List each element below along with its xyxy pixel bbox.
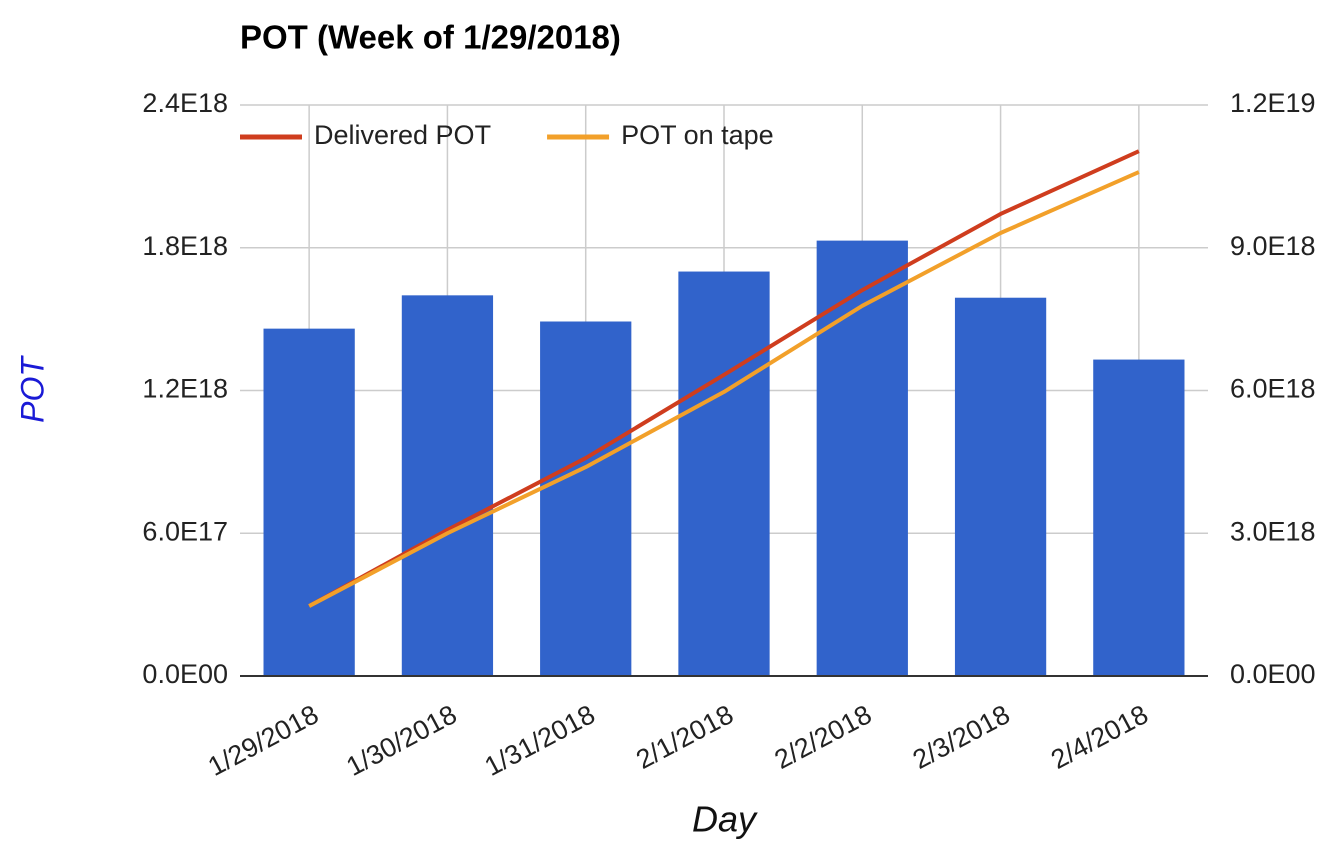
bar [954, 297, 1047, 676]
bar [401, 295, 494, 676]
x-axis-label: Day [692, 799, 758, 840]
y-tick-label: 0.0E00 [142, 659, 228, 689]
x-tick-label: 1/31/2018 [480, 699, 600, 782]
y-axis-label: POT [14, 355, 50, 423]
legend-label: POT on tape [621, 120, 774, 150]
y2-tick-label: 0.0E00 [1230, 659, 1316, 689]
x-tick-label: 1/29/2018 [203, 699, 323, 782]
x-tick-label: 2/4/2018 [1046, 699, 1153, 775]
x-tick-label: 1/30/2018 [341, 699, 461, 782]
y-tick-label: 6.0E17 [142, 516, 228, 546]
y2-tick-label: 6.0E18 [1230, 374, 1316, 404]
x-tick-label: 2/2/2018 [770, 699, 877, 775]
y2-tick-label: 9.0E18 [1230, 231, 1316, 261]
y-tick-label: 1.2E18 [142, 374, 228, 404]
y-tick-label: 1.8E18 [142, 231, 228, 261]
y-tick-label: 2.4E18 [142, 88, 228, 118]
bar [540, 321, 632, 676]
bar [678, 271, 770, 676]
x-tick-label: 2/1/2018 [631, 699, 738, 775]
bar [1093, 359, 1185, 676]
chart-title: POT (Week of 1/29/2018) [240, 19, 621, 56]
bar [263, 328, 355, 676]
y2-tick-label: 1.2E19 [1230, 88, 1316, 118]
legend-label: Delivered POT [314, 120, 491, 150]
line [308, 170, 1140, 608]
bar [816, 240, 908, 677]
y2-tick-label: 3.0E18 [1230, 516, 1316, 546]
line [308, 149, 1140, 608]
x-tick-label: 2/3/2018 [908, 699, 1015, 775]
